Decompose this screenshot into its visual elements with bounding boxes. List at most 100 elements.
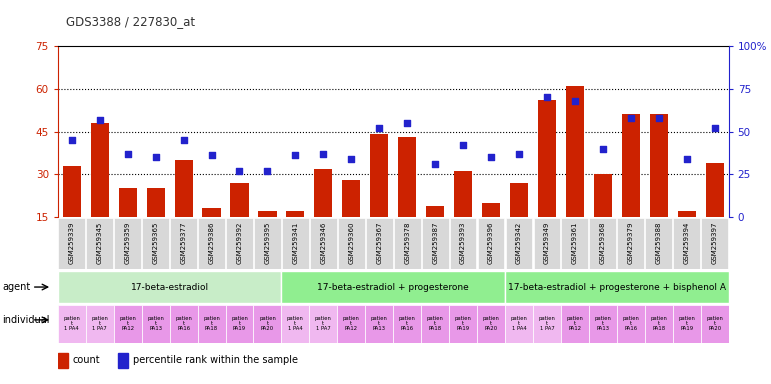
Text: individual: individual [2, 315, 50, 325]
FancyBboxPatch shape [365, 305, 393, 343]
FancyBboxPatch shape [421, 305, 449, 343]
Text: patien
t
PA18: patien t PA18 [203, 316, 220, 331]
Text: 17-beta-estradiol: 17-beta-estradiol [130, 283, 209, 291]
Text: GSM259388: GSM259388 [655, 222, 662, 264]
FancyBboxPatch shape [645, 218, 672, 269]
FancyBboxPatch shape [394, 218, 421, 269]
FancyBboxPatch shape [477, 218, 504, 269]
Bar [203, 209, 221, 260]
Text: patien
t
PA18: patien t PA18 [426, 316, 443, 331]
Text: GSM259349: GSM259349 [544, 222, 550, 264]
FancyBboxPatch shape [225, 305, 254, 343]
Text: agent: agent [2, 282, 31, 292]
Text: GSM259395: GSM259395 [264, 222, 271, 264]
Point [540, 94, 553, 101]
FancyBboxPatch shape [226, 218, 253, 269]
FancyBboxPatch shape [281, 271, 505, 303]
Bar [58, 353, 68, 368]
FancyBboxPatch shape [618, 218, 645, 269]
Point [569, 98, 581, 104]
Bar [621, 114, 640, 260]
FancyBboxPatch shape [142, 305, 170, 343]
FancyBboxPatch shape [422, 218, 449, 269]
Text: patien
t
PA12: patien t PA12 [343, 316, 360, 331]
Text: patien
t
PA12: patien t PA12 [120, 316, 136, 331]
Text: 17-beta-estradiol + progesterone: 17-beta-estradiol + progesterone [318, 283, 469, 291]
Point [652, 115, 665, 121]
Point [625, 115, 637, 121]
Text: GSM259386: GSM259386 [208, 222, 214, 264]
Bar [454, 171, 472, 260]
Text: patien
t
PA13: patien t PA13 [594, 316, 611, 331]
FancyBboxPatch shape [58, 305, 86, 343]
Text: GSM259379: GSM259379 [628, 222, 634, 264]
Text: GDS3388 / 227830_at: GDS3388 / 227830_at [66, 15, 194, 28]
Text: patien
t
1 PA4: patien t 1 PA4 [63, 316, 80, 331]
FancyBboxPatch shape [534, 218, 561, 269]
Point [93, 116, 106, 122]
FancyBboxPatch shape [86, 305, 114, 343]
FancyBboxPatch shape [254, 218, 281, 269]
FancyBboxPatch shape [282, 218, 309, 269]
Point [457, 142, 470, 148]
Text: patien
t
PA20: patien t PA20 [706, 316, 723, 331]
FancyBboxPatch shape [197, 305, 225, 343]
Text: GSM259394: GSM259394 [684, 222, 690, 264]
FancyBboxPatch shape [701, 218, 728, 269]
Text: GSM259393: GSM259393 [460, 222, 466, 264]
Bar [342, 180, 360, 260]
Bar [678, 211, 695, 260]
FancyBboxPatch shape [617, 305, 645, 343]
FancyBboxPatch shape [142, 218, 169, 269]
Text: GSM259378: GSM259378 [404, 222, 410, 264]
Point [429, 161, 441, 167]
Point [177, 137, 190, 143]
Text: patien
t
PA18: patien t PA18 [650, 316, 667, 331]
Text: GSM259360: GSM259360 [348, 222, 355, 264]
Text: GSM259345: GSM259345 [96, 222, 103, 264]
Bar [370, 134, 389, 260]
Text: GSM259342: GSM259342 [516, 222, 522, 264]
FancyBboxPatch shape [254, 305, 281, 343]
Text: patien
t
PA13: patien t PA13 [147, 316, 164, 331]
FancyBboxPatch shape [58, 271, 281, 303]
FancyBboxPatch shape [337, 305, 365, 343]
Text: patien
t
1 PA7: patien t 1 PA7 [91, 316, 108, 331]
Bar [62, 166, 81, 260]
Bar [118, 353, 128, 368]
FancyBboxPatch shape [505, 305, 533, 343]
Bar [482, 203, 500, 260]
FancyBboxPatch shape [309, 305, 337, 343]
FancyBboxPatch shape [505, 271, 729, 303]
Point [709, 125, 721, 131]
Point [122, 151, 134, 157]
Bar [426, 205, 444, 260]
Text: patien
t
1 PA4: patien t 1 PA4 [287, 316, 304, 331]
Point [345, 156, 358, 162]
Bar [705, 163, 724, 260]
Point [150, 154, 162, 160]
Text: patien
t
PA20: patien t PA20 [259, 316, 276, 331]
Point [261, 168, 274, 174]
Bar [286, 211, 305, 260]
Text: patien
t
PA19: patien t PA19 [455, 316, 472, 331]
FancyBboxPatch shape [281, 305, 309, 343]
FancyBboxPatch shape [533, 305, 561, 343]
FancyBboxPatch shape [589, 218, 616, 269]
Point [317, 151, 329, 157]
Bar [510, 183, 528, 260]
Point [681, 156, 693, 162]
Bar [594, 174, 612, 260]
Text: GSM259368: GSM259368 [600, 222, 606, 264]
Text: GSM259365: GSM259365 [153, 222, 159, 264]
Text: patien
t
PA16: patien t PA16 [622, 316, 639, 331]
Text: count: count [72, 356, 100, 366]
FancyBboxPatch shape [449, 305, 477, 343]
Text: GSM259359: GSM259359 [125, 222, 131, 264]
FancyBboxPatch shape [393, 305, 421, 343]
Text: GSM259397: GSM259397 [712, 222, 718, 264]
Text: patien
t
PA16: patien t PA16 [175, 316, 192, 331]
Text: patien
t
PA19: patien t PA19 [231, 316, 248, 331]
Point [373, 125, 386, 131]
Point [66, 137, 78, 143]
